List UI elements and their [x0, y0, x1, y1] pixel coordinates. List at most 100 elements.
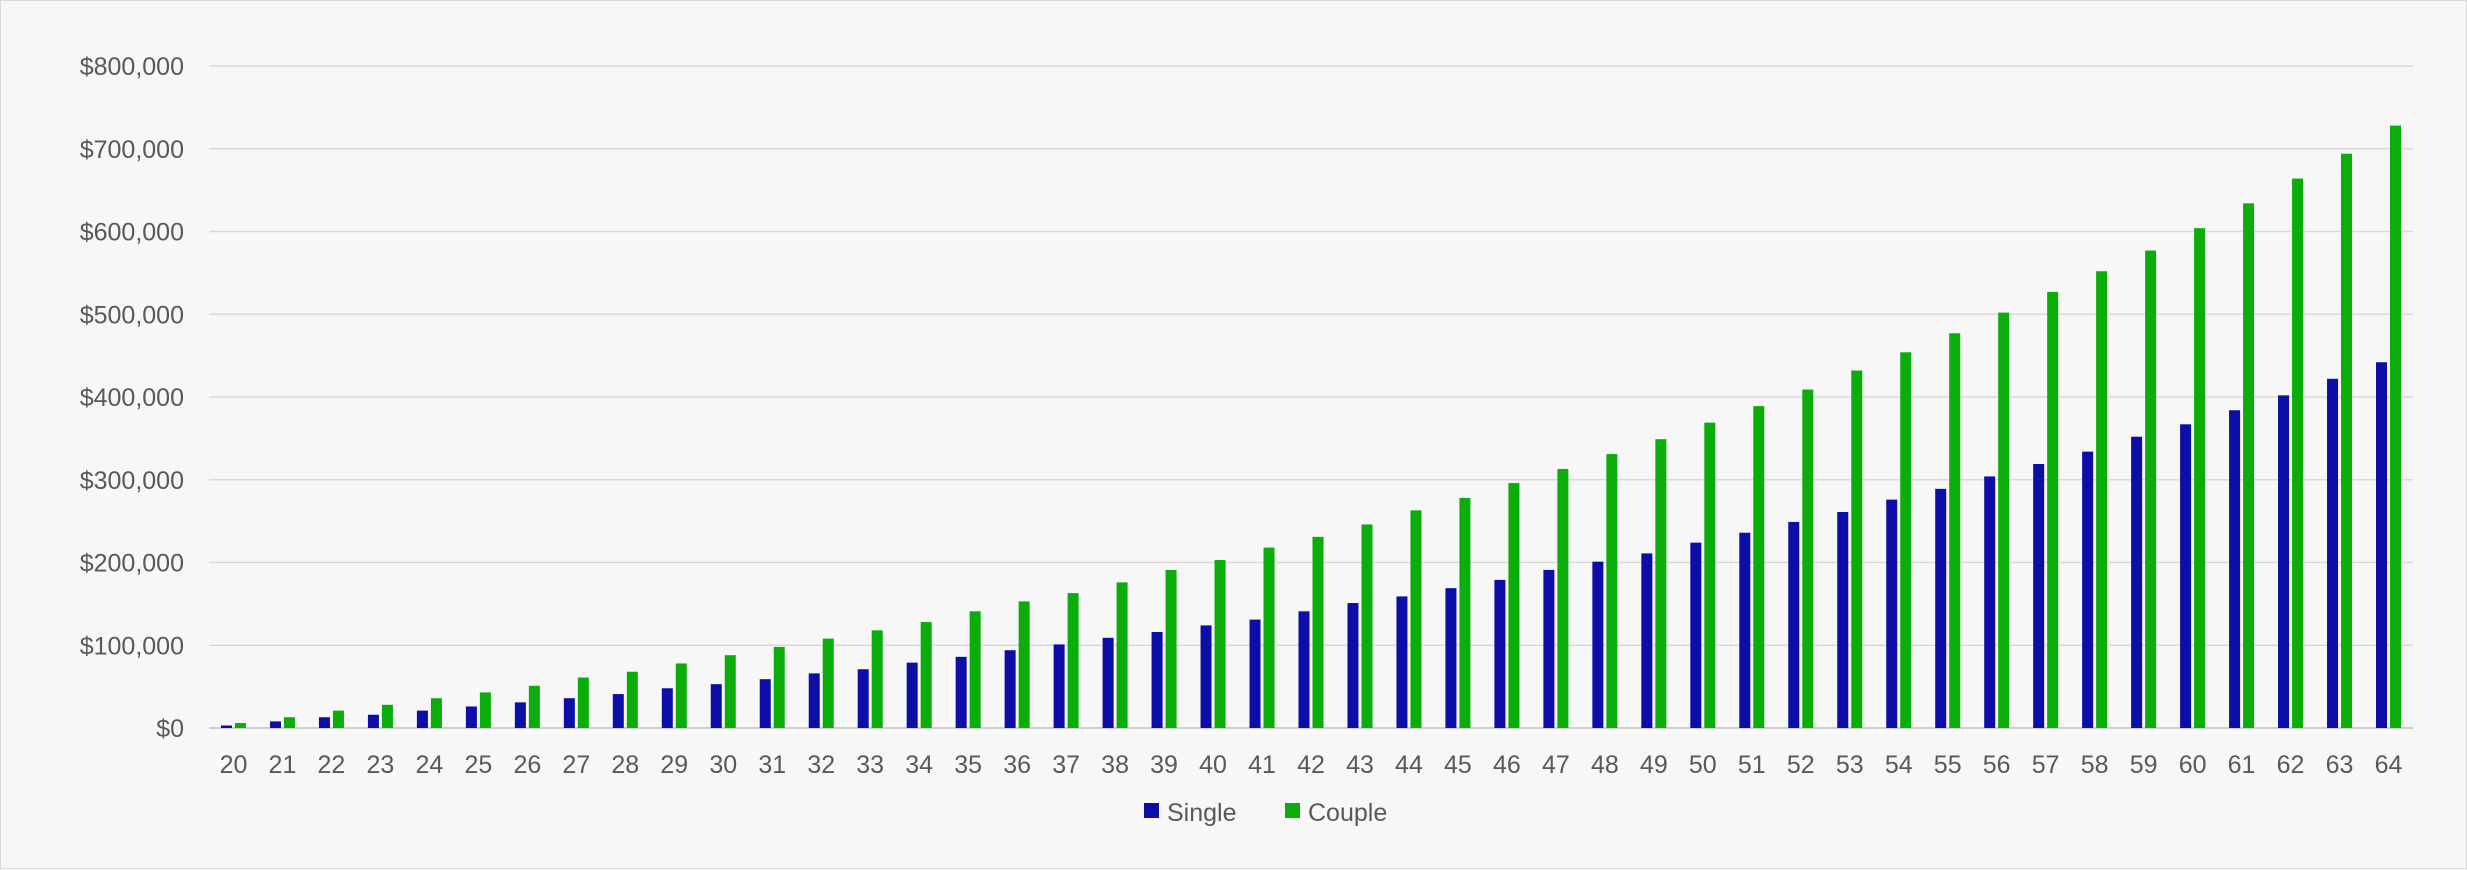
x-tick-label: 59: [2130, 751, 2158, 779]
bar-couple-22: [332, 710, 344, 728]
bar-couple-38: [1116, 582, 1128, 728]
y-tick-label: $400,000: [80, 384, 184, 412]
bar-single-58: [2082, 451, 2094, 728]
bar-single-46: [1494, 579, 1506, 728]
x-tick-label: 51: [1738, 751, 1766, 779]
bar-couple-47: [1557, 468, 1569, 728]
bar-single-45: [1445, 588, 1457, 728]
bar-single-31: [759, 679, 771, 728]
bar-single-29: [661, 688, 673, 728]
bar-couple-61: [2243, 203, 2255, 729]
x-tick-label: 53: [1836, 751, 1864, 779]
x-tick-label: 54: [1885, 751, 1913, 779]
x-tick-label: 20: [220, 751, 248, 779]
x-tick-label: 43: [1346, 751, 1374, 779]
x-tick-label: 32: [807, 751, 835, 779]
bar-single-48: [1592, 561, 1604, 728]
bar-couple-41: [1263, 547, 1275, 728]
x-tick-label: 41: [1248, 751, 1276, 779]
x-tick-label: 34: [905, 751, 933, 779]
x-tick-label: 62: [2277, 751, 2305, 779]
x-tick-label: 64: [2375, 751, 2403, 779]
bar-couple-63: [2341, 153, 2353, 729]
x-tick-label: 46: [1493, 751, 1521, 779]
x-tick-label: 38: [1101, 751, 1129, 779]
x-tick-label: 26: [513, 751, 541, 779]
bar-couple-25: [479, 692, 491, 728]
y-axis-labels: $0 $100,000 $200,000 $300,000 $400,000 $500,0…: [80, 53, 184, 743]
y-tick-label: $0: [156, 715, 184, 743]
bar-single-33: [857, 669, 869, 728]
bar-couple-49: [1655, 439, 1667, 728]
bar-single-20: [220, 725, 232, 728]
bar-couple-24: [430, 698, 442, 728]
bar-couple-45: [1459, 497, 1471, 728]
bar-single-25: [465, 706, 477, 728]
bar-couple-46: [1508, 483, 1520, 728]
bar-couple-59: [2145, 250, 2157, 728]
bar-single-36: [1004, 650, 1016, 728]
bar-couple-33: [871, 630, 883, 728]
bar-single-22: [318, 717, 330, 728]
bar-single-63: [2327, 378, 2339, 728]
bar-couple-27: [577, 677, 589, 728]
bar-single-35: [955, 656, 967, 728]
x-tick-label: 63: [2326, 751, 2354, 779]
gridlines: [209, 65, 2413, 729]
bar-couple-32: [822, 638, 834, 728]
bar-single-52: [1788, 521, 1800, 728]
bar-single-27: [563, 698, 575, 728]
x-tick-label: 23: [367, 751, 395, 779]
bar-couple-28: [626, 671, 638, 728]
x-tick-label: 52: [1787, 751, 1815, 779]
y-tick-label: $800,000: [80, 53, 184, 81]
bar-couple-30: [724, 655, 736, 728]
x-tick-label: 24: [415, 751, 443, 779]
bar-single-47: [1543, 569, 1555, 728]
bar-single-40: [1200, 625, 1212, 728]
bar-couple-23: [381, 704, 393, 728]
bar-single-32: [808, 673, 820, 728]
y-tick-label: $200,000: [80, 550, 184, 578]
bar-couple-62: [2292, 178, 2304, 729]
bar-couple-60: [2194, 228, 2206, 728]
bar-single-59: [2131, 436, 2143, 728]
bar-couple-39: [1165, 569, 1177, 728]
bar-couple-58: [2096, 271, 2108, 728]
bar-couple-64: [2390, 125, 2402, 728]
bar-couple-42: [1312, 536, 1324, 728]
bar-single-23: [367, 714, 379, 728]
x-tick-label: 31: [758, 751, 786, 779]
x-tick-label: 33: [856, 751, 884, 779]
bar-single-50: [1690, 542, 1702, 728]
bar-couple-36: [1018, 601, 1030, 728]
bar-single-62: [2278, 395, 2290, 728]
bar-single-39: [1151, 632, 1163, 728]
x-tick-label: 60: [2179, 751, 2207, 779]
bar-single-28: [612, 694, 624, 728]
x-tick-label: 42: [1297, 751, 1325, 779]
bar-couple-56: [1998, 312, 2010, 728]
bar-couple-53: [1851, 370, 1863, 728]
legend-label-single: Single: [1167, 799, 1237, 827]
bar-single-53: [1837, 512, 1849, 728]
x-tick-label: 29: [660, 751, 688, 779]
bar-single-44: [1396, 596, 1408, 728]
bar-single-30: [710, 684, 722, 728]
x-tick-label: 58: [2081, 751, 2109, 779]
y-tick-label: $500,000: [80, 301, 184, 329]
x-tick-label: 50: [1689, 751, 1717, 779]
x-tick-label: 21: [269, 751, 297, 779]
bar-single-34: [906, 662, 918, 728]
x-tick-label: 56: [1983, 751, 2011, 779]
x-tick-label: 28: [611, 751, 639, 779]
bar-couple-50: [1704, 422, 1716, 728]
bar-single-26: [514, 702, 526, 728]
bar-couple-40: [1214, 560, 1226, 728]
bar-couple-48: [1606, 454, 1618, 728]
y-tick-label: $100,000: [80, 632, 184, 660]
bar-couple-21: [283, 717, 295, 728]
bar-couple-37: [1067, 593, 1079, 728]
bar-couple-29: [675, 663, 687, 728]
